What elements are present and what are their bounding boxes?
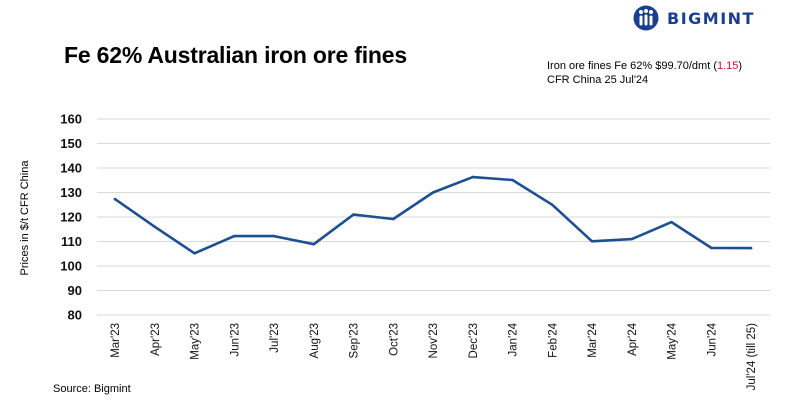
x-tick-label: Jun'23 [229,323,241,357]
price-change: 1.15 [716,60,739,72]
data-point [352,213,355,216]
chart-title: Fe 62% Australian iron ore fines [64,42,407,68]
x-tick-label: Nov'23 [428,323,440,358]
bigmint-logo-icon [633,5,659,31]
data-point [431,191,435,194]
y-tick-label: 100 [60,259,82,274]
y-tick-label: 120 [60,210,82,225]
data-point [749,246,753,250]
x-tick-label: May'23 [190,323,202,360]
price-info-prefix: Iron ore fines Fe 62% $99.70/dmt ( [547,60,717,72]
data-point [391,217,395,221]
data-point [630,237,634,241]
x-tick-label: Jun'24 [706,322,718,356]
x-tick-label: Dec'23 [468,323,480,358]
x-axis-ticks: Mar'23 Apr'23 May'23 Jun'23 Jul'23 Aug'23 Sep'… [110,322,758,390]
x-tick-label: May'24 [667,322,679,359]
x-tick-label: Apr'24 [627,322,639,355]
y-tick-label: 140 [60,161,82,176]
data-point [193,251,196,255]
source-note: Source: Bigmint [53,383,131,395]
y-tick-label: 80 [68,308,82,323]
x-tick-label: Sep'23 [349,323,361,358]
x-tick-label: Oct'23 [388,323,400,356]
data-point [312,242,316,246]
brand-logo: BIGMINT [633,5,783,31]
x-tick-label: Jan'24 [508,322,520,356]
x-tick-label: Apr'23 [150,323,162,356]
x-tick-label: Jul'23 [269,323,281,353]
data-point [709,246,713,250]
brand-name: BIGMINT [667,8,755,28]
data-point [590,239,594,243]
data-point [232,234,236,238]
price-info-line1: Iron ore fines Fe 62% $99.70/dmt (1.15) [547,59,742,73]
x-tick-label: Jul'24 (till 25) [746,323,758,391]
price-info: Iron ore fines Fe 62% $99.70/dmt (1.15) … [547,59,742,87]
data-point [272,234,276,238]
x-tick-label: Feb'24 [547,322,559,357]
data-point [550,203,554,207]
data-point [153,225,157,229]
y-tick-label: 150 [60,136,82,151]
price-info-line2: CFR China 25 Jul'24 [547,74,649,86]
price-info-suffix: ) [738,60,743,72]
y-tick-label: 160 [60,112,82,127]
y-tick-label: 90 [68,283,82,298]
data-point [511,178,514,182]
data-points [113,175,753,255]
x-tick-label: Mar'23 [110,323,122,358]
x-tick-label: Aug'23 [309,323,321,358]
data-point [113,197,117,201]
x-tick-label: Mar'24 [587,322,599,357]
data-point [471,175,475,179]
y-tick-label: 130 [60,185,82,200]
y-tick-label: 110 [61,234,82,249]
gridlines [97,118,770,316]
y-axis-ticks: 80 90 100 110 120 130 140 150 160 [60,112,82,323]
data-point [670,220,673,224]
